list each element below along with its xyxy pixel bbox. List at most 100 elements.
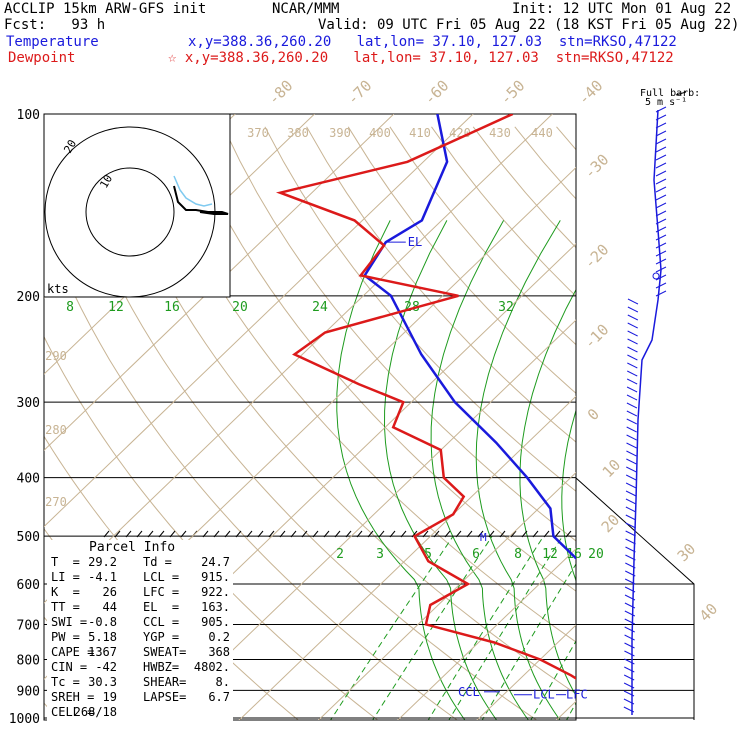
hash-mark: [312, 530, 319, 538]
wind-barb: [655, 178, 667, 185]
wind-barb: [627, 346, 638, 353]
moist-adiabat-line: [602, 220, 731, 730]
dry-adiabat-line: [598, 127, 740, 731]
dry-adiabat-line: [306, 126, 576, 443]
dry-adiabat-line: [723, 127, 740, 731]
parcel-field-value: 368: [208, 645, 230, 659]
parcel-field-value: 6.7: [208, 690, 230, 704]
hash-mark: [455, 530, 462, 538]
wind-barb: [627, 338, 638, 345]
isotherm-line: [44, 114, 395, 452]
parcel-row: CAPE = 1367 SWEAT= 368: [47, 645, 233, 660]
isotherm-line: [625, 114, 740, 731]
calm-wind-marker: [652, 272, 660, 280]
hash-mark: [136, 530, 143, 538]
isotherm-line: [704, 114, 740, 731]
parcel-field-value: 905.: [201, 615, 230, 629]
wind-barb: [624, 618, 635, 625]
parcel-field-value: 30.3: [88, 675, 117, 689]
pressure-tick-label: 300: [17, 396, 40, 411]
wind-barb: [655, 282, 667, 289]
temperature-profile: [363, 114, 576, 561]
wind-barb: [655, 138, 667, 145]
parcel-field-value: 1367: [88, 645, 117, 659]
wind-barb: [626, 458, 637, 465]
wind-barb: [623, 674, 635, 681]
mixing-ratio-line: [427, 535, 544, 720]
theta-label: 400: [369, 126, 391, 140]
adiabat-label: 20: [232, 300, 248, 315]
hash-mark: [290, 530, 297, 538]
theta-label: 390: [329, 126, 351, 140]
hash-mark: [202, 530, 209, 538]
parcel-field-label: SWI =: [51, 615, 88, 629]
m-marker: M: [480, 531, 487, 544]
ccl-label: CCL: [458, 685, 480, 699]
wind-barb: [655, 202, 667, 209]
pressure-tick-label: 500: [17, 530, 40, 545]
adiabat-label: 16: [164, 300, 180, 315]
wind-barb: [627, 314, 639, 321]
wind-barb: [655, 258, 667, 265]
moist-adiabat-line: [519, 288, 576, 697]
wind-barb: [655, 274, 667, 281]
dry-adiabat-line: [472, 126, 576, 249]
isotherm-line: [476, 624, 576, 720]
wind-barb: [625, 506, 637, 513]
parcel-row: TT = 44 EL = 163.: [47, 600, 233, 615]
isotherm-line: [159, 319, 576, 720]
hash-mark: [554, 530, 561, 538]
wind-barb: [626, 466, 637, 473]
wind-barb: [625, 570, 636, 577]
wind-barb: [655, 194, 667, 201]
moist-adiabat-line: [475, 220, 561, 720]
wind-barb: [625, 490, 637, 497]
pressure-tick-label: 200: [17, 290, 40, 305]
dry-adiabat-line: [681, 127, 740, 731]
theta-label: 410: [409, 126, 431, 140]
wind-barb: [655, 170, 667, 177]
wind-barb: [655, 162, 667, 169]
wind-barb: [626, 442, 637, 449]
wind-barb: [625, 538, 636, 545]
dry-adiabat-line: [44, 222, 458, 720]
mixing-ratio-label: 3: [376, 547, 384, 562]
isotherm-line: [555, 700, 576, 720]
dewpoint-profile: [275, 114, 576, 680]
isotherm-line: [238, 395, 576, 720]
parcel-field-value: 163.: [201, 600, 230, 614]
wind-barb: [655, 154, 667, 161]
parcel-field-label: TT =: [51, 600, 80, 614]
parcel-field-value: 915.: [201, 570, 230, 584]
wind-barb: [625, 530, 636, 537]
wind-barb: [624, 578, 636, 585]
theta-label: 290: [45, 349, 67, 363]
wind-barb: [655, 186, 667, 193]
dry-adiabat-line: [389, 126, 576, 346]
dry-adiabat-line: [139, 126, 576, 643]
hash-mark: [367, 530, 374, 538]
hash-mark: [224, 530, 231, 538]
hash-mark: [565, 530, 572, 538]
wind-barb: [624, 666, 635, 673]
parcel-field-label: Td =: [143, 555, 172, 569]
mixing-ratio-line: [589, 536, 697, 731]
mixing-ratio-line: [448, 535, 563, 720]
parcel-row: CIN = -42 HWBZ= 4802.: [47, 660, 233, 675]
wind-barb: [655, 290, 667, 297]
parcel-field-label: Tc =: [51, 675, 80, 689]
parcel-field-label: YGP =: [143, 630, 180, 644]
parcel-field-label: K =: [51, 585, 80, 599]
parcel-row: SWI = -0.8 CCL = 905.: [47, 615, 233, 630]
wind-barb: [627, 370, 638, 377]
wind-barb: [655, 130, 667, 137]
hash-mark: [521, 530, 528, 538]
parcel-field-label: EL =: [143, 600, 180, 614]
parcel-field-label: T =: [51, 555, 80, 569]
wind-barb: [627, 362, 638, 369]
theta-label: 280: [45, 423, 67, 437]
mixing-ratio-label: 2: [336, 547, 344, 562]
parcel-field-label: LAPSE=: [143, 690, 187, 704]
center-label: NCAR/MMM: [272, 1, 340, 17]
parcel-field-label: CELL =: [51, 705, 95, 719]
